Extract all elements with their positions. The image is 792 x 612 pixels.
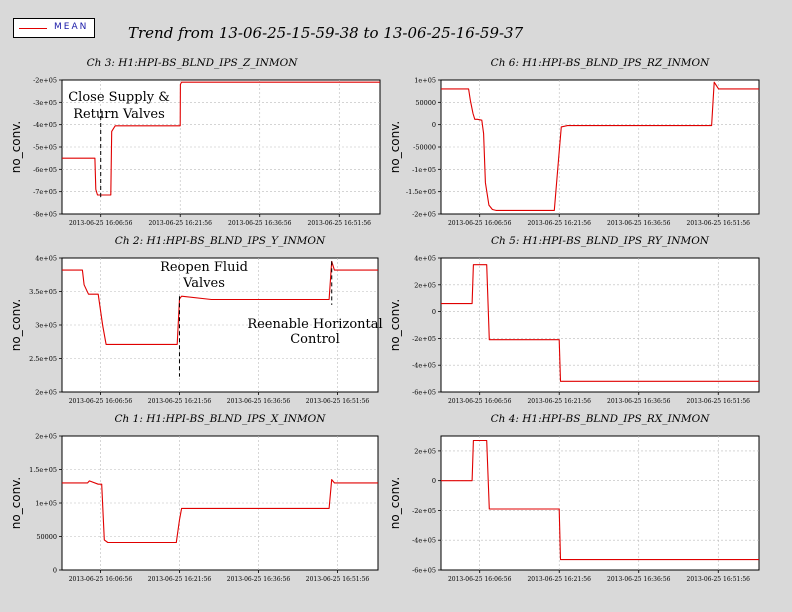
y-tick-label: -4e+05 bbox=[412, 537, 436, 545]
x-tick-label: 2013-06-25 16:36:56 bbox=[607, 576, 671, 583]
x-tick-label: 2013-06-25 16:06:56 bbox=[69, 398, 133, 405]
y-tick-label: 2e+05 bbox=[35, 433, 57, 441]
y-axis-label: no_conv. bbox=[388, 299, 402, 351]
y-axis-label: no_conv. bbox=[388, 121, 402, 173]
y-tick-label: 2e+05 bbox=[414, 281, 436, 289]
y-tick-label: -6e+05 bbox=[412, 567, 436, 575]
x-tick-label: 2013-06-25 16:21:56 bbox=[148, 576, 212, 583]
x-tick-label: 2013-06-25 16:21:56 bbox=[148, 220, 212, 227]
y-axis-label: no_conv. bbox=[9, 477, 23, 529]
chart-panel: Ch 2: H1:HPI-BS_BLND_IPS_Y_INMON no_conv.… bbox=[9, 235, 379, 405]
x-tick-label: 2013-06-25 16:06:56 bbox=[448, 398, 512, 405]
series-line-mean bbox=[441, 439, 759, 561]
y-tick-label: 1e+05 bbox=[414, 77, 436, 85]
y-tick-label: 3e+05 bbox=[35, 322, 57, 330]
x-tick-label: 2013-06-25 16:06:56 bbox=[448, 576, 512, 583]
y-tick-label: 2.5e+05 bbox=[29, 355, 57, 363]
y-tick-label: -5e+05 bbox=[33, 144, 57, 152]
y-tick-label: 0 bbox=[432, 121, 436, 129]
x-tick-label: 2013-06-25 16:21:56 bbox=[527, 398, 591, 405]
y-tick-label: 2e+05 bbox=[35, 389, 57, 397]
y-axis-label: no_conv. bbox=[9, 299, 23, 351]
chart-panel: Ch 4: H1:HPI-BS_BLND_IPS_RX_INMON no_conv… bbox=[388, 413, 760, 583]
x-tick-label: 2013-06-25 16:36:56 bbox=[228, 220, 292, 227]
x-tick-label: 2013-06-25 16:21:56 bbox=[527, 576, 591, 583]
y-tick-label: 2e+05 bbox=[414, 447, 436, 455]
y-tick-label: -3e+05 bbox=[33, 99, 57, 107]
y-tick-label: 3.5e+05 bbox=[29, 288, 57, 296]
y-tick-label: -50000 bbox=[413, 144, 436, 152]
x-tick-label: 2013-06-25 16:06:56 bbox=[448, 220, 512, 227]
x-tick-label: 2013-06-25 16:51:56 bbox=[687, 220, 751, 227]
chart-panel: Ch 3: H1:HPI-BS_BLND_IPS_Z_INMON no_conv.… bbox=[9, 57, 381, 227]
y-tick-label: 50000 bbox=[36, 533, 57, 541]
y-tick-label: 0 bbox=[432, 477, 436, 485]
legend-line-swatch bbox=[19, 28, 47, 29]
y-axis-label: no_conv. bbox=[388, 477, 402, 529]
y-tick-label: -6e+05 bbox=[412, 389, 436, 397]
chart-title: Ch 6: H1:HPI-BS_BLND_IPS_RZ_INMON bbox=[491, 57, 710, 69]
page-title: Trend from 13-06-25-15-59-38 to 13-06-25… bbox=[128, 24, 524, 42]
x-tick-label: 2013-06-25 16:36:56 bbox=[607, 398, 671, 405]
y-tick-label: 4e+05 bbox=[414, 255, 436, 263]
y-tick-label: 50000 bbox=[415, 99, 436, 107]
y-tick-label: 0 bbox=[53, 567, 57, 575]
series-line-mean bbox=[62, 81, 380, 196]
y-tick-label: -4e+05 bbox=[412, 362, 436, 370]
annotation-label: Valves bbox=[182, 276, 225, 291]
y-tick-label: -8e+05 bbox=[33, 211, 57, 219]
y-tick-label: -2e+05 bbox=[412, 507, 436, 515]
chart-panel: Ch 5: H1:HPI-BS_BLND_IPS_RY_INMON no_conv… bbox=[388, 235, 760, 405]
chart-title: Ch 3: H1:HPI-BS_BLND_IPS_Z_INMON bbox=[87, 57, 299, 69]
chart-title: Ch 5: H1:HPI-BS_BLND_IPS_RY_INMON bbox=[491, 235, 710, 247]
x-tick-label: 2013-06-25 16:06:56 bbox=[69, 576, 133, 583]
annotation-label: Control bbox=[290, 332, 340, 347]
annotation-label: Reopen Fluid bbox=[160, 260, 248, 275]
x-tick-label: 2013-06-25 16:51:56 bbox=[306, 398, 370, 405]
legend-label: MEAN bbox=[54, 22, 89, 32]
x-tick-label: 2013-06-25 16:36:56 bbox=[607, 220, 671, 227]
y-tick-label: 1.5e+05 bbox=[29, 466, 57, 474]
series-line-mean bbox=[441, 264, 759, 382]
chart-title: Ch 4: H1:HPI-BS_BLND_IPS_RX_INMON bbox=[491, 413, 711, 425]
annotation-label: Close Supply & bbox=[68, 90, 170, 105]
x-tick-label: 2013-06-25 16:21:56 bbox=[527, 220, 591, 227]
y-tick-label: 4e+05 bbox=[35, 255, 57, 263]
x-tick-label: 2013-06-25 16:51:56 bbox=[687, 398, 751, 405]
y-tick-label: -4e+05 bbox=[33, 121, 57, 129]
x-tick-label: 2013-06-25 16:36:56 bbox=[227, 398, 291, 405]
x-tick-label: 2013-06-25 16:51:56 bbox=[306, 576, 370, 583]
plot-area bbox=[440, 79, 760, 215]
x-tick-label: 2013-06-25 16:51:56 bbox=[687, 576, 751, 583]
x-tick-label: 2013-06-25 16:36:56 bbox=[227, 576, 291, 583]
y-tick-label: -1e+05 bbox=[412, 166, 436, 174]
y-axis-label: no_conv. bbox=[9, 121, 23, 173]
chart-panel: Ch 6: H1:HPI-BS_BLND_IPS_RZ_INMON no_conv… bbox=[388, 57, 760, 227]
x-tick-label: 2013-06-25 16:51:56 bbox=[308, 220, 372, 227]
y-tick-label: 1e+05 bbox=[35, 500, 57, 508]
y-tick-label: -2e+05 bbox=[412, 335, 436, 343]
plot-area bbox=[440, 257, 760, 393]
chart-title: Ch 2: H1:HPI-BS_BLND_IPS_Y_INMON bbox=[115, 235, 326, 247]
y-tick-label: -6e+05 bbox=[33, 166, 57, 174]
x-tick-label: 2013-06-25 16:06:56 bbox=[69, 220, 133, 227]
y-tick-label: -1.5e+05 bbox=[406, 188, 436, 196]
x-tick-label: 2013-06-25 16:21:56 bbox=[148, 398, 212, 405]
annotation-label: Return Valves bbox=[73, 107, 165, 122]
y-tick-label: -7e+05 bbox=[33, 188, 57, 196]
series-line-mean bbox=[441, 81, 759, 211]
series-line-mean bbox=[62, 260, 378, 345]
annotation-label: Reenable Horizontal bbox=[247, 317, 382, 332]
legend: MEAN bbox=[13, 18, 95, 38]
plot-area bbox=[440, 435, 760, 571]
y-tick-label: -2e+05 bbox=[33, 77, 57, 85]
chart-panel: Ch 1: H1:HPI-BS_BLND_IPS_X_INMON no_conv.… bbox=[9, 413, 379, 583]
y-tick-label: -2e+05 bbox=[412, 211, 436, 219]
chart-title: Ch 1: H1:HPI-BS_BLND_IPS_X_INMON bbox=[115, 413, 327, 425]
y-tick-label: 0 bbox=[432, 308, 436, 316]
series-line-mean bbox=[62, 479, 378, 544]
